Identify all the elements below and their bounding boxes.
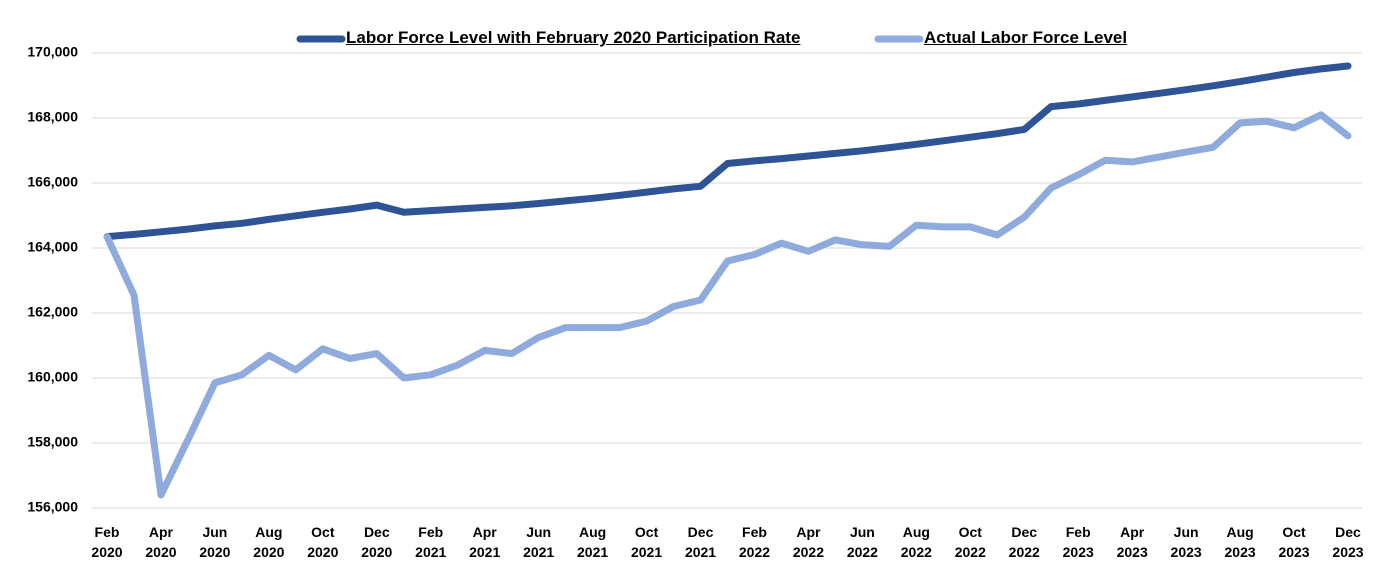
x-tick-label: Oct 2022 — [954, 524, 986, 560]
x-tick-label: Apr 2023 — [1116, 524, 1148, 560]
y-tick-label: 162,000 — [27, 304, 78, 320]
y-tick-label: 156,000 — [27, 499, 78, 515]
x-tick-label: Aug 2022 — [900, 524, 932, 560]
x-tick-label: Jun 2021 — [523, 524, 555, 560]
x-tick-label: Aug 2023 — [1224, 524, 1256, 560]
y-tick-label: 170,000 — [27, 44, 78, 60]
x-tick-label: Jun 2022 — [846, 524, 878, 560]
x-tick-label: Aug 2020 — [253, 524, 285, 560]
x-tick-label: Apr 2020 — [145, 524, 177, 560]
x-tick-label: Oct 2023 — [1278, 524, 1310, 560]
legend-label: Actual Labor Force Level — [924, 28, 1128, 47]
y-tick-label: 164,000 — [27, 239, 78, 255]
x-tick-label: Oct 2021 — [630, 524, 663, 560]
series-line — [103, 111, 1352, 499]
x-tick-label: Dec 2023 — [1332, 524, 1364, 560]
legend-label: Labor Force Level with February 2020 Par… — [346, 28, 801, 47]
x-tick-label: Jun 2020 — [199, 524, 231, 560]
y-tick-label: 160,000 — [27, 369, 78, 385]
x-tick-label: Feb 2022 — [738, 524, 771, 560]
x-tick-label: Aug 2021 — [577, 524, 609, 560]
x-tick-label: Apr 2021 — [469, 524, 501, 560]
x-tick-label: Dec 2022 — [1008, 524, 1040, 560]
x-tick-label: Dec 2021 — [684, 524, 717, 560]
x-tick-label: Apr 2022 — [792, 524, 824, 560]
x-tick-label: Feb 2020 — [91, 524, 123, 560]
y-tick-label: 168,000 — [27, 109, 78, 125]
x-tick-label: Feb 2021 — [415, 524, 447, 560]
series-line — [103, 62, 1352, 241]
x-tick-label: Feb 2023 — [1062, 524, 1094, 560]
y-tick-label: 166,000 — [27, 174, 78, 190]
x-tick-label: Oct 2020 — [307, 524, 339, 560]
x-tick-label: Dec 2020 — [361, 524, 393, 560]
y-tick-label: 158,000 — [27, 434, 78, 450]
x-tick-label: Jun 2023 — [1170, 524, 1202, 560]
